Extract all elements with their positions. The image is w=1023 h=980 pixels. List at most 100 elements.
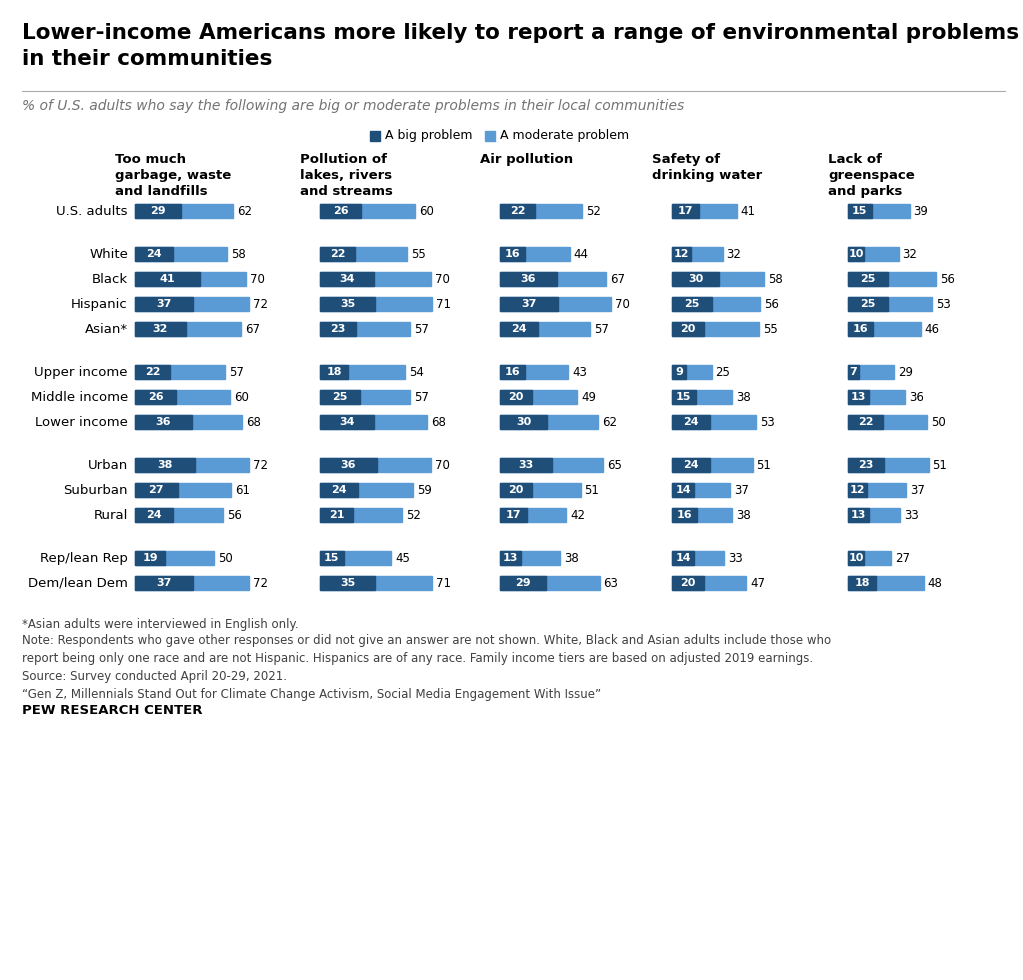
Bar [500,365,568,379]
Text: 72: 72 [253,298,268,311]
Text: PEW RESEARCH CENTER: PEW RESEARCH CENTER [23,704,203,717]
Text: 13: 13 [502,553,518,563]
Bar [135,365,225,379]
Text: 42: 42 [571,509,585,521]
Bar [320,508,353,522]
Text: 60: 60 [418,205,434,218]
Bar [848,483,866,497]
Text: 70: 70 [435,272,449,285]
Text: 36: 36 [908,390,924,404]
Bar [500,508,567,522]
Bar [848,272,936,286]
Text: Black: Black [92,272,128,285]
Bar [500,551,521,565]
Text: 58: 58 [767,272,783,285]
Text: 56: 56 [764,298,780,311]
Bar [672,322,759,336]
Bar [672,322,704,336]
Text: 20: 20 [508,392,524,402]
Bar [672,247,691,261]
Bar [320,322,356,336]
Text: 19: 19 [142,553,158,563]
Text: 38: 38 [736,390,751,404]
Text: 33: 33 [519,460,534,470]
Text: 29: 29 [898,366,913,378]
Bar [848,247,898,261]
Bar [500,204,582,218]
Bar [135,322,185,336]
Bar [320,415,428,429]
Bar [320,390,359,404]
Text: 30: 30 [688,274,704,284]
Bar [672,247,722,261]
Text: 18: 18 [854,578,870,588]
Bar [672,483,695,497]
Bar [320,483,358,497]
Text: 43: 43 [572,366,587,378]
Text: 37: 37 [157,299,172,309]
Bar [848,508,900,522]
Text: 55: 55 [411,248,426,261]
Text: 14: 14 [675,485,691,495]
Text: 22: 22 [144,367,161,377]
Text: 17: 17 [677,206,694,216]
Bar [672,508,698,522]
Bar [672,390,696,404]
Bar [672,458,753,472]
Text: 29: 29 [150,206,166,216]
Text: 51: 51 [757,459,771,471]
Bar [135,508,223,522]
Text: Upper income: Upper income [35,366,128,378]
Bar [848,458,884,472]
Text: 29: 29 [516,578,531,588]
Text: 58: 58 [230,248,246,261]
Text: 7: 7 [850,367,857,377]
Bar [320,297,375,311]
Text: 24: 24 [683,417,699,427]
Text: Lower income: Lower income [35,416,128,428]
Bar [672,508,732,522]
Text: 51: 51 [584,483,599,497]
Text: 50: 50 [218,552,233,564]
Text: 48: 48 [928,576,943,590]
Text: 55: 55 [763,322,777,335]
Bar [672,204,737,218]
Text: 51: 51 [933,459,947,471]
Text: 22: 22 [329,249,345,259]
Bar [135,508,173,522]
Bar [135,204,233,218]
Bar [135,483,231,497]
Bar [500,365,525,379]
Text: 50: 50 [931,416,945,428]
Bar [135,297,249,311]
Text: 38: 38 [736,509,751,521]
Text: 37: 37 [522,299,537,309]
Bar [672,204,699,218]
Text: 15: 15 [852,206,868,216]
Bar [500,272,557,286]
Text: 26: 26 [147,392,164,402]
Bar [320,365,349,379]
Text: 33: 33 [728,552,743,564]
Bar [500,415,547,429]
Bar [320,458,431,472]
Bar [672,576,746,590]
Text: 25: 25 [332,392,348,402]
Bar [320,508,402,522]
Bar [672,551,724,565]
Text: 37: 37 [157,578,172,588]
Bar [848,247,863,261]
Bar [500,297,559,311]
Bar [672,483,730,497]
Text: 49: 49 [581,390,596,404]
Text: 57: 57 [414,322,429,335]
Text: 25: 25 [860,299,876,309]
Bar [848,415,883,429]
Text: 36: 36 [521,274,536,284]
Text: 10: 10 [848,249,863,259]
Text: Note: Respondents who gave other responses or did not give an answer are not sho: Note: Respondents who gave other respons… [23,634,831,701]
Bar [370,131,380,141]
Text: 38: 38 [564,552,579,564]
Text: 37: 37 [735,483,749,497]
Bar [672,365,686,379]
